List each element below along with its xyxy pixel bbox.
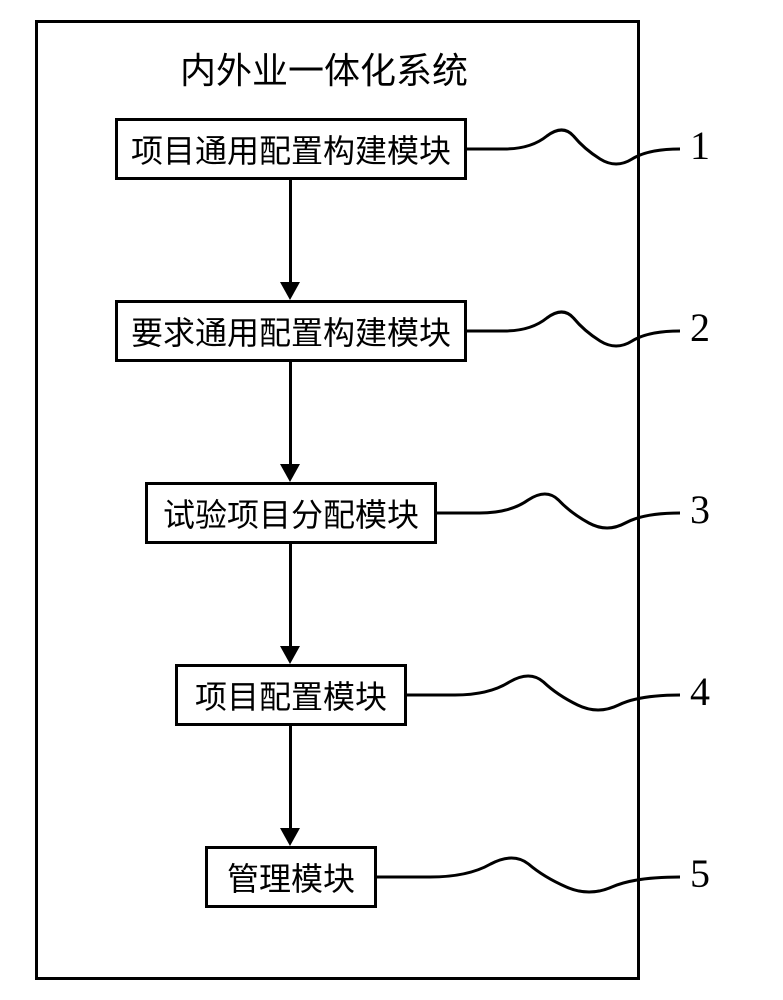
flow-arrow-head-icon xyxy=(280,646,300,664)
flowchart-node: 项目配置模块 xyxy=(175,664,407,726)
flowchart-node: 试验项目分配模块 xyxy=(145,482,437,544)
flow-arrow-head-icon xyxy=(280,282,300,300)
callout-number: 4 xyxy=(690,668,710,715)
flow-arrow-line xyxy=(289,544,292,648)
flow-arrow-head-icon xyxy=(280,828,300,846)
callout-connector-icon xyxy=(467,306,680,356)
node-label: 项目配置模块 xyxy=(195,672,387,718)
callout-number: 2 xyxy=(690,304,710,351)
node-label: 要求通用配置构建模块 xyxy=(131,308,451,354)
callout-connector-icon xyxy=(377,852,680,902)
callout-number: 1 xyxy=(690,122,710,169)
node-label: 管理模块 xyxy=(227,854,355,900)
callout-number: 3 xyxy=(690,486,710,533)
flowchart-node: 要求通用配置构建模块 xyxy=(115,300,467,362)
flowchart-node: 项目通用配置构建模块 xyxy=(115,118,467,180)
callout-number: 5 xyxy=(690,850,710,897)
diagram-title: 内外业一体化系统 xyxy=(180,42,468,94)
flow-arrow-line xyxy=(289,726,292,830)
callout-connector-icon xyxy=(467,124,680,174)
callout-connector-icon xyxy=(407,670,680,720)
callout-connector-icon xyxy=(437,488,680,538)
flow-arrow-head-icon xyxy=(280,464,300,482)
node-label: 试验项目分配模块 xyxy=(163,490,419,536)
flowchart-node: 管理模块 xyxy=(205,846,377,908)
flow-arrow-line xyxy=(289,180,292,284)
node-label: 项目通用配置构建模块 xyxy=(131,126,451,172)
flow-arrow-line xyxy=(289,362,292,466)
